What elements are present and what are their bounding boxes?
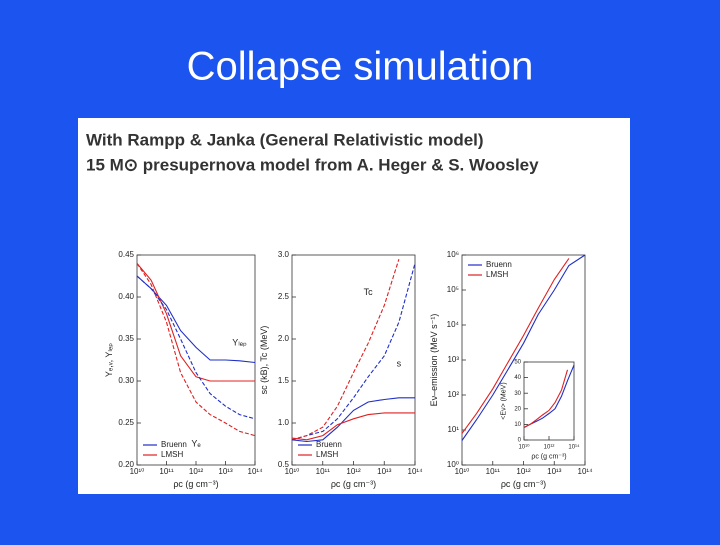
- series-line: [523, 369, 569, 428]
- x-tick-label: 10¹³: [547, 467, 562, 476]
- y-tick-label: 10²: [447, 390, 459, 399]
- y-tick-label: 50: [514, 360, 521, 366]
- x-tick-label: 10¹³: [218, 467, 233, 476]
- y-tick-label: 10⁶: [447, 250, 459, 259]
- series-line: [291, 397, 415, 443]
- y-tick-label: 2.0: [278, 334, 290, 343]
- y-tick-label: 3.0: [278, 250, 290, 259]
- y-tick-label: 20: [514, 406, 521, 412]
- x-tick-label: 10¹²: [189, 467, 204, 476]
- x-tick-label: 10¹⁴: [248, 467, 264, 476]
- x-tick-label: 10¹⁴: [578, 467, 594, 476]
- x-axis-label: ρc (g cm⁻³): [531, 453, 566, 460]
- x-tick-label: 10¹⁰: [130, 467, 145, 476]
- legend-label: LMSH: [486, 270, 508, 279]
- plot-frame: [291, 254, 416, 466]
- slide-title: Collapse simulation: [187, 45, 534, 89]
- y-axis-label: Eν–emission (MeV s⁻¹): [429, 314, 439, 407]
- y-axis-label: <Eν> (MeV): [500, 382, 507, 419]
- x-tick-label: 10¹¹: [486, 467, 501, 476]
- x-tick-label: 10¹⁰: [518, 444, 530, 451]
- y-tick-label: 10⁴: [447, 320, 460, 329]
- x-tick-label: 10¹⁴: [568, 444, 580, 451]
- x-tick-label: 10¹⁰: [455, 467, 470, 476]
- x-tick-label: 10¹¹: [316, 467, 331, 476]
- figure-heading: 15 M⊙ presupernova model from A. Heger &…: [86, 155, 539, 174]
- y-tick-label: 0.20: [118, 460, 134, 469]
- y-tick-label: 0.30: [118, 376, 134, 385]
- y-tick-label: 10³: [447, 355, 459, 364]
- series-line: [291, 412, 415, 441]
- x-axis-label: ρc (g cm⁻³): [501, 479, 546, 489]
- series-line: [291, 263, 416, 441]
- figure-heading: With Rampp & Janka (General Relativistic…: [86, 130, 484, 149]
- x-tick-label: 10¹¹: [159, 467, 174, 476]
- annotation: Tc: [364, 287, 374, 297]
- annotation: s: [397, 359, 402, 369]
- plot-frame: [136, 254, 256, 466]
- y-tick-label: 10⁵: [447, 285, 459, 294]
- y-tick-label: 0.5: [278, 460, 290, 469]
- legend-label: LMSH: [161, 450, 183, 459]
- series-line: [461, 258, 570, 434]
- y-tick-label: 1.5: [278, 376, 290, 385]
- annotation: Yₑ: [191, 438, 201, 448]
- y-tick-label: 40: [514, 375, 521, 381]
- y-tick-label: 0.25: [118, 418, 134, 427]
- y-tick-label: 0: [518, 438, 522, 444]
- x-tick-label: 10¹²: [516, 467, 531, 476]
- y-tick-label: 0.35: [118, 334, 134, 343]
- y-tick-label: 1.0: [278, 418, 290, 427]
- series-line: [461, 254, 586, 441]
- x-tick-label: 10¹⁴: [408, 467, 424, 476]
- y-tick-label: 30: [514, 391, 521, 397]
- x-tick-label: 10¹²: [544, 445, 555, 451]
- y-axis-label: Yₑ,ᵥ, Yₗₑₚ: [104, 343, 114, 377]
- y-axis-label: sc (kB), Tc (MeV): [259, 326, 269, 395]
- y-tick-label: 10⁰: [447, 460, 459, 469]
- x-tick-label: 10¹³: [377, 467, 392, 476]
- series-line: [136, 275, 256, 364]
- x-axis-label: ρc (g cm⁻³): [331, 479, 376, 489]
- legend-label: LMSH: [316, 450, 338, 459]
- legend-label: Bruenn: [486, 260, 512, 269]
- legend-label: Bruenn: [316, 440, 342, 449]
- x-axis-label: ρc (g cm⁻³): [173, 479, 218, 489]
- annotation: Yₗₑₚ: [232, 338, 247, 348]
- series-line: [291, 259, 400, 441]
- series-line: [136, 263, 255, 382]
- y-tick-label: 10¹: [447, 425, 459, 434]
- x-tick-label: 10¹⁰: [285, 467, 300, 476]
- y-tick-label: 10: [514, 422, 521, 428]
- legend-label: Bruenn: [161, 440, 187, 449]
- series-line: [136, 263, 256, 437]
- y-tick-label: 2.5: [278, 292, 290, 301]
- y-tick-label: 0.45: [118, 250, 134, 259]
- x-tick-label: 10¹²: [346, 467, 361, 476]
- y-tick-label: 0.40: [118, 292, 134, 301]
